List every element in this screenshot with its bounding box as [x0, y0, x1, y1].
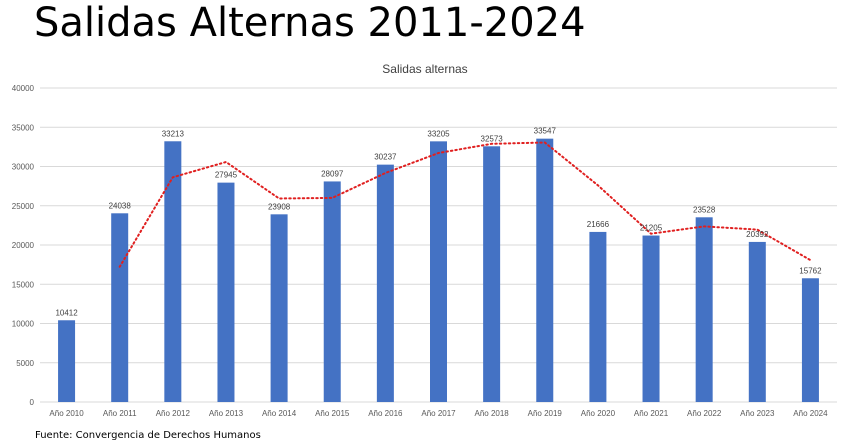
bar — [589, 231, 607, 402]
bar — [323, 181, 341, 402]
bar — [111, 213, 129, 402]
data-label: 24038 — [109, 201, 132, 210]
data-label: 21205 — [640, 224, 663, 233]
y-axis: 0 5000 10000 15000 20000 25000 30000 35000 40000 — [12, 84, 35, 407]
data-label: 28097 — [321, 169, 344, 178]
x-tick-label: Año 2012 — [156, 409, 191, 418]
data-label: 23528 — [693, 205, 716, 214]
x-tick-label: Año 2014 — [262, 409, 297, 418]
bars — [58, 138, 819, 402]
x-tick-label: Año 2017 — [421, 409, 456, 418]
x-tick-label: Año 2020 — [581, 409, 616, 418]
data-label: 10412 — [55, 308, 78, 317]
chart-title: Salidas alternas — [382, 62, 467, 76]
bar — [430, 141, 447, 402]
y-tick-label: 5000 — [16, 359, 34, 368]
x-tick-label: Año 2018 — [475, 409, 510, 418]
y-tick-label: 15000 — [12, 280, 35, 289]
x-tick-label: Año 2022 — [687, 409, 722, 418]
data-label: 27945 — [215, 171, 238, 180]
bar — [642, 235, 660, 402]
y-tick-label: 25000 — [12, 202, 35, 211]
data-label: 32573 — [481, 134, 504, 143]
bar — [376, 164, 394, 402]
data-labels: 10412 24038 33213 27945 23908 28097 30237 33205… — [55, 127, 822, 318]
bar — [801, 278, 819, 402]
data-label: 33547 — [534, 127, 557, 136]
bar — [483, 146, 501, 402]
x-tick-label: Año 2015 — [315, 409, 350, 418]
y-tick-label: 30000 — [12, 163, 35, 172]
x-tick-label: Año 2016 — [368, 409, 403, 418]
data-label: 20392 — [746, 230, 769, 239]
x-tick-label: Año 2013 — [209, 409, 244, 418]
x-tick-label: Año 2019 — [528, 409, 563, 418]
slide-title: Salidas Alternas 2011-2024 — [34, 0, 586, 46]
moving-average-line — [118, 141, 812, 268]
data-label: 23908 — [268, 202, 291, 211]
x-tick-label: Año 2021 — [634, 409, 669, 418]
data-label: 15762 — [799, 266, 822, 275]
data-label: 33205 — [427, 129, 450, 138]
y-tick-label: 20000 — [12, 241, 35, 250]
source-note: Fuente: Convergencia de Derechos Humanos — [35, 430, 261, 441]
data-label: 33213 — [162, 129, 185, 138]
y-tick-label: 35000 — [12, 123, 35, 132]
trendline — [118, 141, 812, 268]
bar — [164, 141, 182, 402]
bar — [270, 214, 288, 402]
bar — [58, 320, 76, 402]
bar — [748, 241, 766, 402]
x-tick-label: Año 2010 — [49, 409, 84, 418]
bar — [536, 138, 554, 402]
x-tick-label: Año 2024 — [793, 409, 828, 418]
bar — [695, 217, 713, 402]
y-tick-label: 0 — [30, 398, 35, 407]
data-label: 30237 — [374, 153, 397, 162]
bar — [217, 182, 235, 402]
x-tick-label: Año 2011 — [103, 409, 137, 418]
y-tick-label: 40000 — [12, 84, 35, 93]
y-tick-label: 10000 — [12, 320, 35, 329]
x-tick-label: Año 2023 — [740, 409, 775, 418]
data-label: 21666 — [587, 220, 610, 229]
x-axis: Año 2010 Año 2011 Año 2012 Año 2013 Año 2014… — [49, 409, 828, 418]
